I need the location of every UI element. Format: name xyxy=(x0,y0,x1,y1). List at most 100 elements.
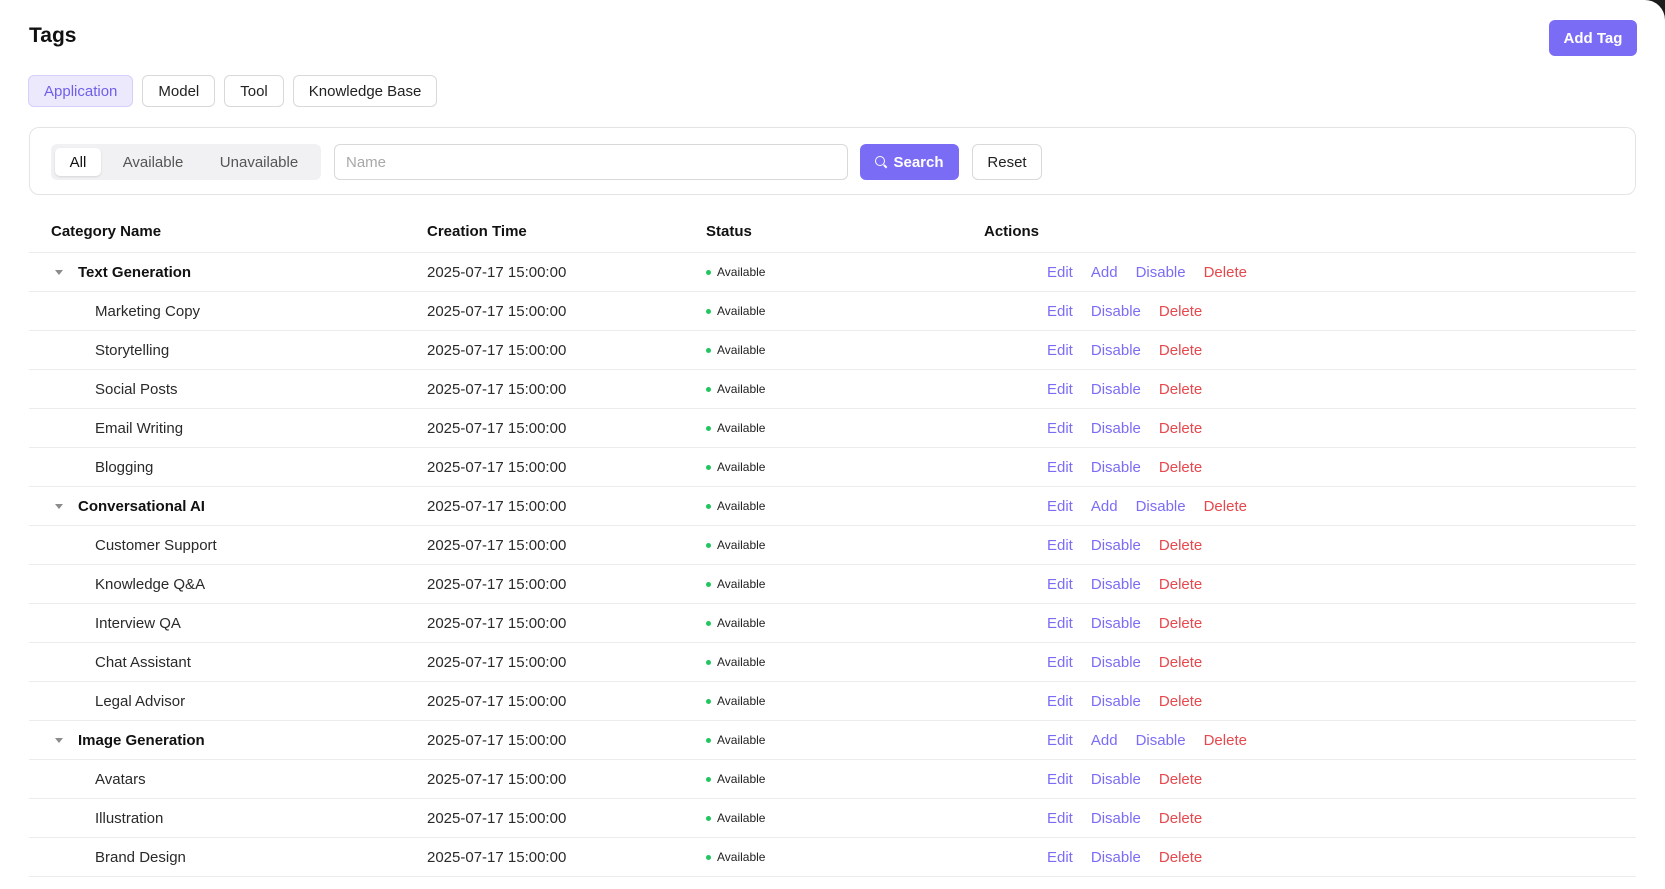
search-button-label: Search xyxy=(893,153,944,171)
expand-caret-icon[interactable] xyxy=(55,738,63,743)
delete-link[interactable]: Delete xyxy=(1158,849,1203,866)
search-button[interactable]: Search xyxy=(860,144,959,180)
delete-link[interactable]: Delete xyxy=(1158,576,1203,593)
disable-link[interactable]: Disable xyxy=(1090,420,1141,437)
row-actions: Edit Add Disable Delete xyxy=(1047,253,1247,292)
edit-link[interactable]: Edit xyxy=(1047,420,1073,437)
status-text: Available xyxy=(717,265,766,279)
status-badge: Available xyxy=(706,721,765,760)
row-actions: Edit Disable Delete xyxy=(1047,448,1202,487)
add-link[interactable]: Add xyxy=(1090,498,1118,515)
status-dot-icon xyxy=(706,699,711,704)
edit-link[interactable]: Edit xyxy=(1047,303,1073,320)
category-name: Marketing Copy xyxy=(95,303,201,320)
row-actions: Edit Add Disable Delete xyxy=(1047,487,1247,526)
expand-caret-icon[interactable] xyxy=(55,504,63,509)
edit-link[interactable]: Edit xyxy=(1047,615,1073,632)
name-search-input[interactable] xyxy=(334,144,848,180)
status-badge: Available xyxy=(706,799,765,838)
tab-knowledge-base[interactable]: Knowledge Base xyxy=(292,75,438,107)
status-dot-icon xyxy=(706,543,711,548)
status-dot-icon xyxy=(706,855,711,860)
delete-link[interactable]: Delete xyxy=(1158,810,1203,827)
delete-link[interactable]: Delete xyxy=(1158,420,1203,437)
delete-link[interactable]: Delete xyxy=(1158,459,1203,476)
edit-link[interactable]: Edit xyxy=(1047,459,1073,476)
status-dot-icon xyxy=(706,582,711,587)
creation-time: 2025-07-17 15:00:00 xyxy=(427,303,567,320)
disable-link[interactable]: Disable xyxy=(1090,810,1141,827)
edit-link[interactable]: Edit xyxy=(1047,342,1073,359)
table-row: Email Writing 2025-07-17 15:00:00 Availabl… xyxy=(29,409,1636,448)
status-text: Available xyxy=(717,382,766,396)
edit-link[interactable]: Edit xyxy=(1047,264,1073,281)
edit-link[interactable]: Edit xyxy=(1047,654,1073,671)
category-name: Knowledge Q&A xyxy=(95,576,206,593)
status-dot-icon xyxy=(706,387,711,392)
delete-link[interactable]: Delete xyxy=(1203,264,1247,281)
delete-link[interactable]: Delete xyxy=(1158,654,1203,671)
disable-link[interactable]: Disable xyxy=(1135,264,1186,281)
status-text: Available xyxy=(717,616,766,630)
creation-time: 2025-07-17 15:00:00 xyxy=(427,849,567,866)
table-header: Category Name Creation Time Status Actio… xyxy=(29,212,1636,253)
status-dot-icon xyxy=(706,309,711,314)
disable-link[interactable]: Disable xyxy=(1090,303,1141,320)
delete-link[interactable]: Delete xyxy=(1203,498,1247,515)
disable-link[interactable]: Disable xyxy=(1135,732,1186,749)
search-icon xyxy=(875,156,887,168)
creation-time: 2025-07-17 15:00:00 xyxy=(427,732,567,749)
disable-link[interactable]: Disable xyxy=(1090,537,1141,554)
table-row: Chat Assistant 2025-07-17 15:00:00 Availab… xyxy=(29,643,1636,682)
category-name: Interview QA xyxy=(95,615,181,632)
row-actions: Edit Disable Delete xyxy=(1047,409,1202,448)
delete-link[interactable]: Delete xyxy=(1158,615,1203,632)
category-name: Chat Assistant xyxy=(95,654,191,671)
delete-link[interactable]: Delete xyxy=(1158,693,1203,710)
row-actions: Edit Disable Delete xyxy=(1047,292,1202,331)
disable-link[interactable]: Disable xyxy=(1090,381,1141,398)
edit-link[interactable]: Edit xyxy=(1047,810,1073,827)
edit-link[interactable]: Edit xyxy=(1047,771,1073,788)
status-text: Available xyxy=(717,694,766,708)
delete-link[interactable]: Delete xyxy=(1158,303,1203,320)
tab-tool[interactable]: Tool xyxy=(224,75,284,107)
status-badge: Available xyxy=(706,838,765,877)
status-segmented-control: All Available Unavailable xyxy=(51,144,321,180)
edit-link[interactable]: Edit xyxy=(1047,693,1073,710)
status-text: Available xyxy=(717,655,766,669)
disable-link[interactable]: Disable xyxy=(1090,849,1141,866)
disable-link[interactable]: Disable xyxy=(1090,615,1141,632)
delete-link[interactable]: Delete xyxy=(1158,771,1203,788)
delete-link[interactable]: Delete xyxy=(1203,732,1247,749)
delete-link[interactable]: Delete xyxy=(1158,342,1203,359)
disable-link[interactable]: Disable xyxy=(1090,459,1141,476)
disable-link[interactable]: Disable xyxy=(1090,576,1141,593)
add-tag-button[interactable]: Add Tag xyxy=(1549,20,1637,56)
add-link[interactable]: Add xyxy=(1090,264,1118,281)
row-actions: Edit Disable Delete xyxy=(1047,643,1202,682)
edit-link[interactable]: Edit xyxy=(1047,576,1073,593)
edit-link[interactable]: Edit xyxy=(1047,849,1073,866)
segment-all[interactable]: All xyxy=(55,148,101,176)
disable-link[interactable]: Disable xyxy=(1090,771,1141,788)
tab-application[interactable]: Application xyxy=(28,75,134,107)
tab-model[interactable]: Model xyxy=(142,75,216,107)
segment-available[interactable]: Available xyxy=(122,153,184,171)
delete-link[interactable]: Delete xyxy=(1158,381,1203,398)
edit-link[interactable]: Edit xyxy=(1047,381,1073,398)
disable-link[interactable]: Disable xyxy=(1090,693,1141,710)
edit-link[interactable]: Edit xyxy=(1047,498,1073,515)
status-badge: Available xyxy=(706,565,765,604)
segment-unavailable[interactable]: Unavailable xyxy=(219,153,299,171)
edit-link[interactable]: Edit xyxy=(1047,537,1073,554)
disable-link[interactable]: Disable xyxy=(1135,498,1186,515)
add-link[interactable]: Add xyxy=(1090,732,1118,749)
expand-caret-icon[interactable] xyxy=(55,270,63,275)
disable-link[interactable]: Disable xyxy=(1090,654,1141,671)
reset-button[interactable]: Reset xyxy=(972,144,1042,180)
delete-link[interactable]: Delete xyxy=(1158,537,1203,554)
disable-link[interactable]: Disable xyxy=(1090,342,1141,359)
edit-link[interactable]: Edit xyxy=(1047,732,1073,749)
